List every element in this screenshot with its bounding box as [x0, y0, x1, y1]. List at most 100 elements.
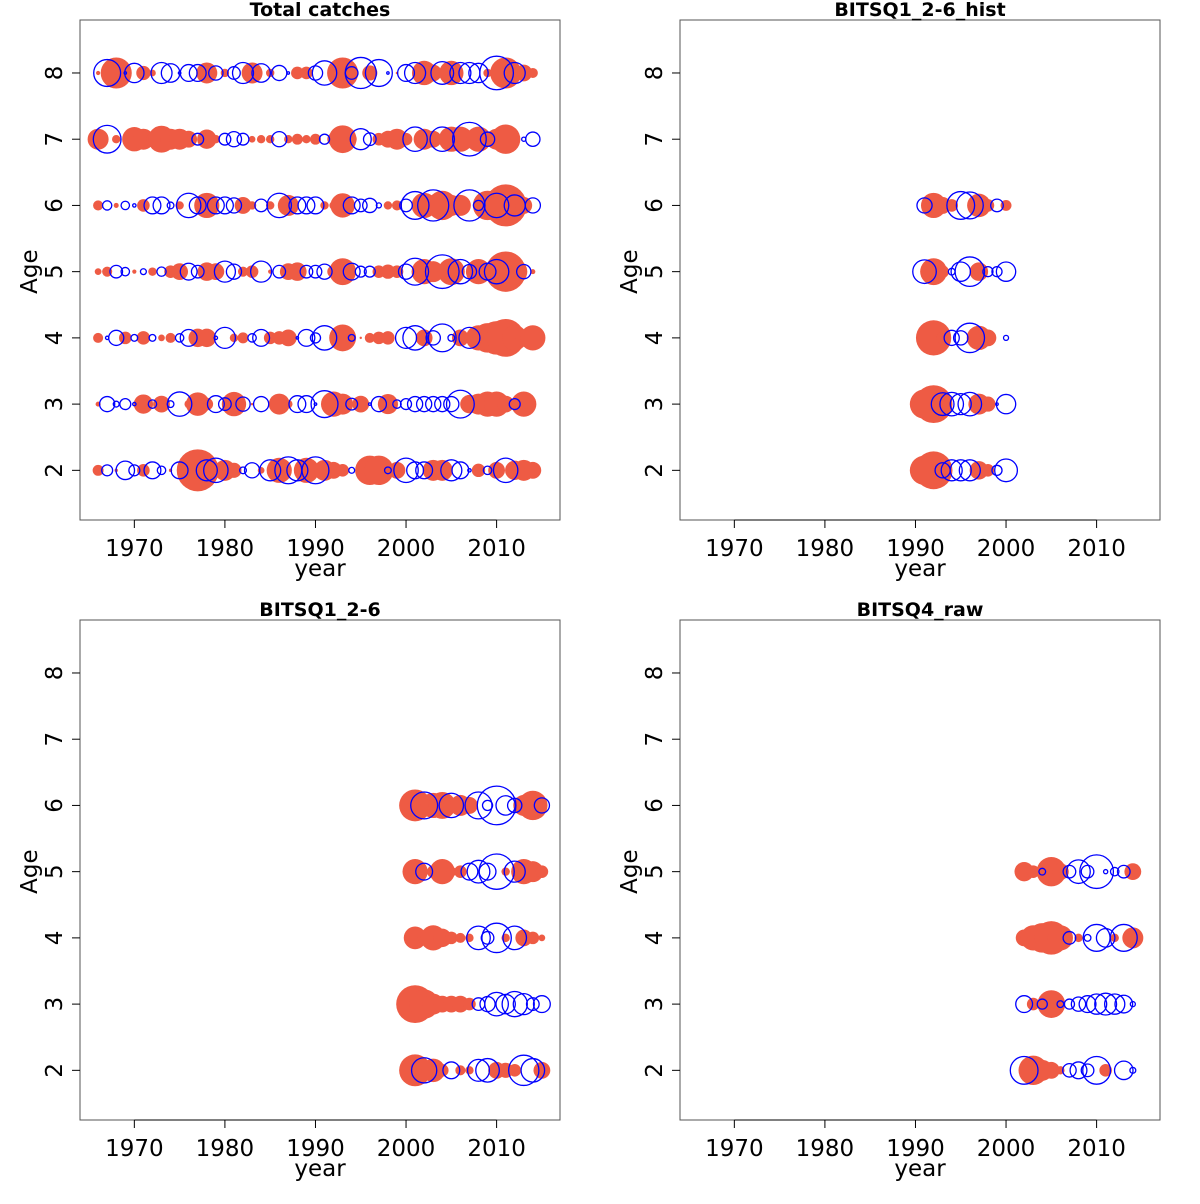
bubble-positive [165, 332, 176, 343]
x-tick-label: 1990 [286, 1136, 345, 1162]
bubble-negative [363, 265, 376, 278]
bubble-negative [495, 795, 516, 816]
bubble-negative [266, 192, 293, 219]
bubble-negative [143, 196, 162, 215]
bubble-positive [915, 320, 952, 356]
bubble-negative [191, 132, 205, 146]
bubble-positive [1026, 865, 1040, 878]
bubble-negative [271, 130, 288, 148]
y-tick-label: 4 [42, 931, 68, 946]
bubble-positive [137, 464, 150, 477]
bubble-negative [427, 323, 457, 353]
bubble-negative [417, 189, 450, 222]
bubble-negative [512, 992, 535, 1016]
bubble-positive [383, 201, 393, 210]
bubble-negative [480, 930, 495, 945]
bubble-positive [1122, 927, 1144, 949]
x-tick-label: 2010 [467, 536, 526, 562]
bubble-negative [451, 461, 470, 480]
y-tick-label: 3 [642, 997, 668, 1012]
bubble-positive [403, 926, 427, 950]
bubble-negative [206, 395, 225, 414]
bubble-negative [503, 61, 526, 85]
bubble-negative [1062, 864, 1077, 879]
bubble-positive [102, 266, 113, 277]
bubble-negative [383, 466, 392, 475]
bubble-negative [401, 257, 430, 286]
bubble-negative [1129, 1000, 1137, 1008]
x-tick-label: 1970 [705, 1136, 764, 1162]
bubble-negative [1114, 994, 1134, 1014]
bubble-negative [1085, 993, 1108, 1015]
bubble-negative [130, 333, 139, 342]
bubble-negative [1056, 1000, 1065, 1009]
y-tick-label: 5 [642, 264, 668, 279]
bubble-negative [92, 124, 122, 154]
bubble-negative [461, 263, 478, 280]
bubble-negative [1062, 1062, 1077, 1078]
bubble-positive [969, 461, 989, 480]
bubble-positive [94, 268, 102, 276]
bubble-positive [390, 265, 404, 278]
bubble-negative [482, 465, 493, 476]
bubble-positive [511, 391, 537, 417]
bubble-negative [254, 198, 269, 213]
y-tick-label: 4 [642, 331, 668, 346]
x-tick-label: 1970 [105, 1136, 164, 1162]
bubble-positive [439, 60, 464, 86]
bubble-negative [403, 61, 427, 85]
bubble-positive [936, 265, 949, 278]
bubble-positive [248, 135, 256, 143]
bubble-negative [508, 397, 521, 411]
bubble-negative [991, 265, 1003, 278]
bubble-positive [158, 334, 165, 342]
bubble-negative [252, 328, 271, 347]
y-tick-label: 7 [642, 132, 668, 147]
bubble-positive [180, 130, 198, 148]
bubble-negative [1113, 1060, 1134, 1081]
bubble-negative [364, 58, 393, 88]
bubble-positive [207, 263, 225, 281]
bubble-negative [515, 263, 532, 280]
bubble-negative [101, 200, 113, 211]
bubble-negative [213, 326, 237, 350]
bubble-positive [538, 934, 546, 942]
bubble-negative [930, 392, 955, 417]
bubble-negative [415, 395, 433, 413]
plot-frame [79, 619, 561, 1121]
bubble-negative [451, 121, 487, 157]
bubble-negative [188, 196, 207, 215]
bubble-negative [466, 859, 491, 884]
y-tick-label: 8 [642, 66, 668, 81]
bubble-positive [465, 1066, 474, 1075]
bubble-negative [156, 266, 167, 277]
x-tick-label: 1970 [705, 536, 764, 562]
bubble-negative [481, 799, 494, 812]
bubble-negative [299, 264, 314, 279]
bubble-positive [399, 1054, 432, 1087]
bubble-negative [472, 199, 485, 212]
bubble-negative [1069, 1061, 1088, 1080]
bubble-negative [132, 203, 137, 208]
bubble-negative [434, 395, 451, 413]
y-axis-label: Age [617, 249, 643, 293]
bubble-negative [415, 461, 434, 480]
bubble-negative [259, 459, 282, 482]
bubble-positive [445, 931, 458, 945]
y-tick-label: 6 [642, 798, 668, 813]
bubble-negative [150, 61, 173, 85]
x-tick-label: 1990 [886, 1136, 945, 1162]
bubble-positive [533, 1061, 551, 1079]
bubble-negative [449, 61, 472, 85]
bubble-negative [353, 198, 368, 213]
bubble-negative [955, 191, 984, 220]
bubble-negative [309, 332, 322, 344]
bubble-negative [286, 71, 291, 75]
bubble-negative [203, 457, 229, 484]
bubble-positive [526, 931, 540, 945]
panel-bitsq4-raw: BITSQ4_raw 1970 1980 1990 2000 2010 year 2 3 4 5 6 7… [600, 599, 1200, 1200]
bubble-positive [934, 197, 952, 214]
bubble-negative [235, 396, 251, 412]
bubble-negative [402, 325, 428, 351]
bubble-negative [215, 196, 234, 215]
